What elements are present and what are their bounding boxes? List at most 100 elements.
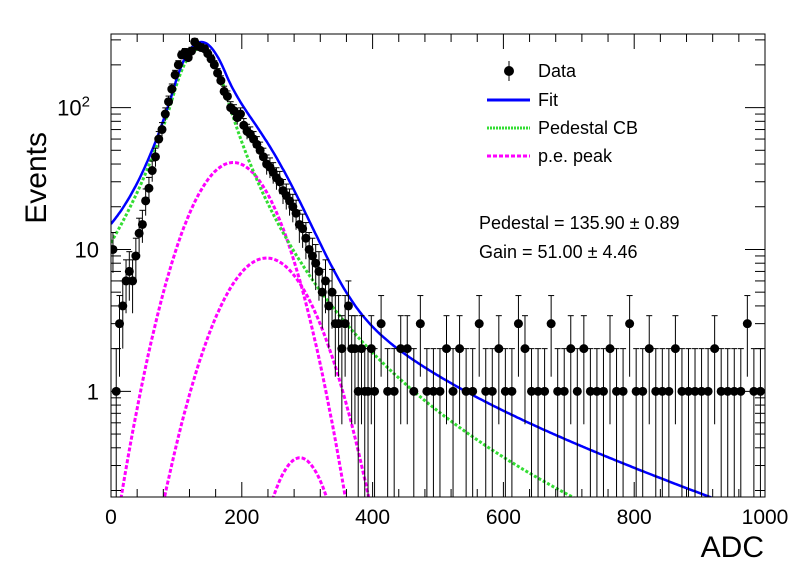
data-point <box>487 348 497 497</box>
data-marker <box>167 84 177 94</box>
data-point <box>340 295 350 377</box>
data-marker <box>631 386 641 396</box>
data-point <box>415 295 425 377</box>
data-marker <box>670 344 680 354</box>
legend-item: Data <box>504 61 577 81</box>
data-marker <box>612 386 622 396</box>
data-point <box>631 348 641 497</box>
data-marker <box>327 287 337 297</box>
data-marker <box>494 344 504 354</box>
data-point <box>186 46 196 56</box>
data-point <box>461 348 471 497</box>
data-point <box>566 315 576 425</box>
data-point <box>376 295 386 377</box>
curves-layer <box>111 40 714 497</box>
data-marker <box>579 344 589 354</box>
data-point <box>409 348 419 497</box>
y-axis-ticks <box>111 39 765 492</box>
legend-item: Pedestal CB <box>487 118 638 138</box>
legend-item: Fit <box>487 90 558 110</box>
data-point <box>605 315 615 425</box>
data-point <box>164 95 174 108</box>
data-marker <box>154 134 164 144</box>
data-marker <box>598 386 608 396</box>
data-marker <box>311 258 321 268</box>
data-point <box>657 348 667 497</box>
data-point <box>618 348 628 497</box>
data-marker <box>448 386 458 396</box>
data-point <box>474 295 484 377</box>
data-marker <box>141 196 151 206</box>
data-point <box>468 348 478 497</box>
data-point <box>716 348 726 497</box>
data-point <box>644 315 654 425</box>
data-point <box>703 348 713 497</box>
x-tick-label: 0 <box>105 506 117 529</box>
data-point <box>111 232 118 273</box>
data-marker <box>625 319 635 329</box>
data-marker <box>487 386 497 396</box>
data-point <box>507 348 517 497</box>
data-point <box>683 348 693 497</box>
data-point <box>625 295 635 377</box>
data-point <box>455 315 465 425</box>
data-point <box>533 348 543 497</box>
legend-label: p.e. peak <box>538 146 613 166</box>
data-point <box>448 348 458 497</box>
data-point <box>137 209 147 243</box>
data-marker <box>376 319 386 329</box>
data-marker <box>343 301 353 311</box>
data-point <box>527 348 537 497</box>
data-marker <box>683 386 693 396</box>
data-marker <box>186 46 196 56</box>
data-point <box>677 348 687 497</box>
data-point <box>209 60 219 70</box>
data-marker <box>317 287 327 297</box>
data-point <box>723 348 733 497</box>
data-point <box>598 348 608 497</box>
data-marker <box>363 386 373 396</box>
data-marker <box>507 386 517 396</box>
plot-frame <box>110 33 766 498</box>
data-marker <box>337 344 347 354</box>
data-marker <box>164 97 174 107</box>
data-marker <box>533 386 543 396</box>
data-point <box>494 315 504 425</box>
data-point <box>216 75 226 86</box>
data-marker <box>137 219 147 229</box>
data-point <box>612 348 622 497</box>
data-marker <box>370 386 380 396</box>
data-marker <box>461 386 471 396</box>
data-marker <box>350 344 360 354</box>
data-marker <box>118 301 128 311</box>
data-point <box>553 348 563 497</box>
data-marker <box>235 109 245 119</box>
data-point <box>697 348 707 497</box>
x-axis-title: ADC <box>701 531 764 564</box>
data-marker <box>222 91 232 101</box>
data-marker <box>559 386 569 396</box>
data-marker <box>513 319 523 329</box>
data-marker <box>468 386 478 396</box>
data-marker <box>415 319 425 329</box>
data-marker <box>160 109 170 119</box>
data-point <box>144 176 154 202</box>
x-tick-label: 200 <box>224 506 259 529</box>
data-point <box>442 315 452 425</box>
data-point <box>546 295 556 377</box>
data-marker <box>340 319 350 329</box>
y-tick-label: 102 <box>57 94 90 121</box>
legend-marker <box>504 66 514 76</box>
data-marker <box>121 276 131 286</box>
data-marker <box>124 266 134 276</box>
data-marker <box>356 344 366 354</box>
data-marker <box>474 319 484 329</box>
data-marker <box>520 344 530 354</box>
data-marker <box>173 60 183 70</box>
data-marker <box>729 386 739 396</box>
data-marker <box>697 386 707 396</box>
data-marker <box>442 344 452 354</box>
data-point <box>307 237 317 281</box>
